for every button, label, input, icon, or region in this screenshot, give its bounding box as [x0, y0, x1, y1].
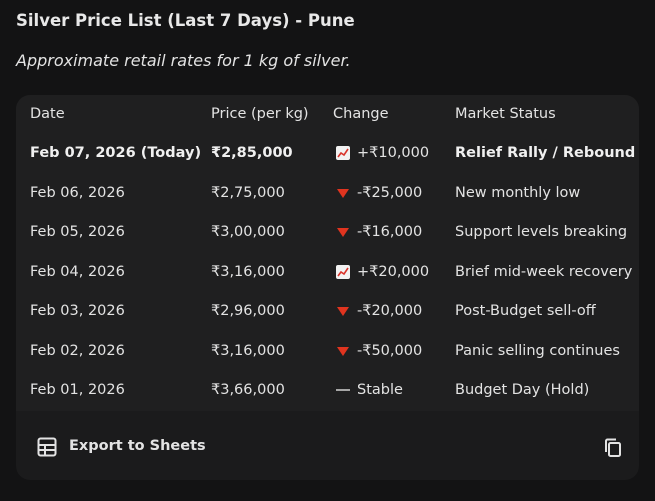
down-icon: [337, 346, 349, 356]
change-cell: -₹16,000: [357, 224, 423, 240]
down-icon: [337, 228, 349, 237]
price-cell: ₹2,85,000: [211, 145, 293, 161]
price-cell: ₹3,66,000: [211, 382, 285, 398]
down-icon: [337, 307, 349, 316]
table-card: Date Price (per kg) Change Market Status Feb…: [16, 95, 639, 480]
down-icon: [337, 188, 349, 198]
date-cell: Feb 07, 2026 (Today): [30, 145, 202, 161]
date-cell: Feb 06, 2026: [30, 184, 125, 201]
column-header: Price (per kg): [211, 106, 309, 122]
column-header: Change: [333, 106, 389, 122]
status-cell: Brief mid-week recovery: [455, 263, 633, 280]
change-cell: Stable: [357, 382, 403, 398]
change-cell: +₹10,000: [357, 145, 430, 161]
status-cell: Support levels breaking: [455, 224, 628, 240]
price-cell: ₹2,96,000: [211, 303, 285, 319]
up-icon: [336, 264, 350, 279]
change-cell: -₹20,000: [357, 303, 423, 319]
column-header: Market Status: [455, 106, 556, 122]
up-icon: [336, 146, 350, 160]
status-cell: New monthly low: [455, 184, 581, 201]
status-cell: Panic selling continues: [455, 342, 620, 359]
status-cell: Budget Day (Hold): [455, 382, 590, 398]
status-cell: Post-Budget sell-off: [455, 303, 596, 319]
price-cell: ₹2,75,000: [211, 184, 285, 201]
date-cell: Feb 01, 2026: [30, 382, 125, 398]
date-cell: Feb 04, 2026: [30, 263, 125, 280]
column-header: Date: [30, 106, 65, 122]
date-cell: Feb 03, 2026: [30, 303, 125, 319]
title: Silver Price List (Last 7 Days) - Pune: [16, 11, 355, 30]
table: Date Price (per kg) Change Market Status Feb…: [16, 95, 639, 411]
price-cell: ₹3,16,000: [211, 342, 285, 359]
change-cell: +₹20,000: [357, 263, 430, 280]
change-cell: -₹25,000: [357, 184, 423, 201]
export-button[interactable]: Export to Sheets: [69, 438, 206, 454]
change-cell: -₹50,000: [357, 342, 423, 359]
subtitle: Approximate retail rates for 1 kg of sil…: [16, 51, 351, 70]
sheets-icon[interactable]: [37, 437, 57, 457]
copy-icon[interactable]: [604, 438, 622, 458]
date-cell: Feb 05, 2026: [30, 224, 125, 240]
flat-icon: [336, 389, 350, 391]
status-cell: Relief Rally / Rebound: [455, 145, 636, 161]
price-cell: ₹3,00,000: [211, 224, 285, 240]
price-cell: ₹3,16,000: [211, 263, 285, 280]
date-cell: Feb 02, 2026: [30, 342, 125, 359]
